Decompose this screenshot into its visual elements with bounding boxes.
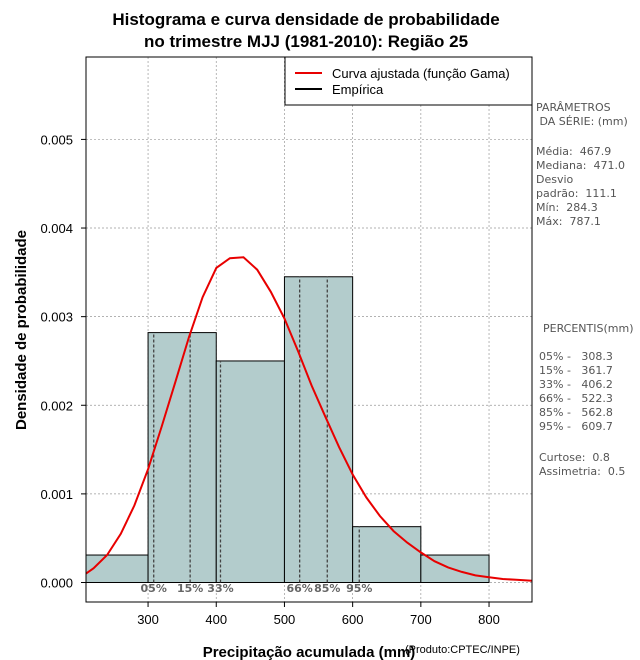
y-tick-label-1: 0.001 (40, 487, 73, 502)
x-tick-label-0: 300 (137, 612, 159, 627)
histogram-bar-1 (147, 332, 217, 584)
chart-title-line2: no trimestre MJJ (1981-2010): Região 25 (144, 32, 468, 51)
x-tick-label-3: 600 (342, 612, 364, 627)
series-params-title: PARÂMETROS DA SÉRIE: (mm) (536, 101, 628, 128)
series-params: Média: 467.9 Mediana: 471.0 Desvio padrã… (536, 145, 625, 228)
legend-curve-label: Curva ajustada (função Gama) (332, 66, 510, 81)
x-axis-title: Precipitação acumulada (mm) (203, 644, 416, 660)
histogram-bars (85, 276, 490, 584)
percentile-label-0: 05% (141, 582, 167, 595)
legend-empirical-label: Empírica (332, 82, 384, 97)
y-axis-title: Densidade de probabilidade (13, 230, 30, 430)
x-axis: 300 400 500 600 700 800 (137, 602, 500, 627)
x-tick-label-4: 700 (410, 612, 432, 627)
legend-box (284, 56, 533, 106)
percentiles-list: 05% - 308.3 15% - 361.7 33% - 406.2 66% … (539, 350, 613, 433)
y-tick-label-0: 0.000 (40, 576, 73, 591)
fitted-curve (85, 256, 533, 582)
histogram-bar-3 (283, 276, 354, 584)
fitted-gamma-curve (85, 256, 533, 582)
percentile-label-3: 66% (286, 582, 312, 595)
percentiles-title: PERCENTIS(mm) (543, 322, 634, 335)
shape-stats: Curtose: 0.8 Assimetria: 0.5 (539, 451, 626, 478)
y-tick-label-5: 0.005 (40, 132, 73, 147)
percentile-label-1: 15% (177, 582, 203, 595)
percentile-markers: 05% 15% 33% 66% 85% 95% (141, 276, 372, 595)
histogram-bar-2 (215, 360, 285, 584)
x-tick-label-5: 800 (478, 612, 500, 627)
y-axis: 0.000 0.001 0.002 0.003 0.004 0.005 (40, 132, 86, 591)
percentile-label-5: 95% (346, 582, 372, 595)
x-tick-label-2: 500 (274, 612, 296, 627)
x-tick-label-1: 400 (205, 612, 227, 627)
y-tick-label-2: 0.002 (40, 398, 73, 413)
histogram-bar-4 (352, 526, 422, 584)
percentile-label-2: 33% (207, 582, 233, 595)
y-tick-label-3: 0.003 (40, 310, 73, 325)
histogram-bar-0 (85, 554, 149, 584)
y-tick-label-4: 0.004 (40, 221, 73, 236)
product-credit: (Produto:CPTEC/INPE) (405, 644, 520, 656)
chart-title-line1: Histograma e curva densidade de probabil… (112, 10, 499, 29)
percentile-label-4: 85% (314, 582, 340, 595)
legend: Curva ajustada (função Gama) Empírica (284, 56, 533, 106)
